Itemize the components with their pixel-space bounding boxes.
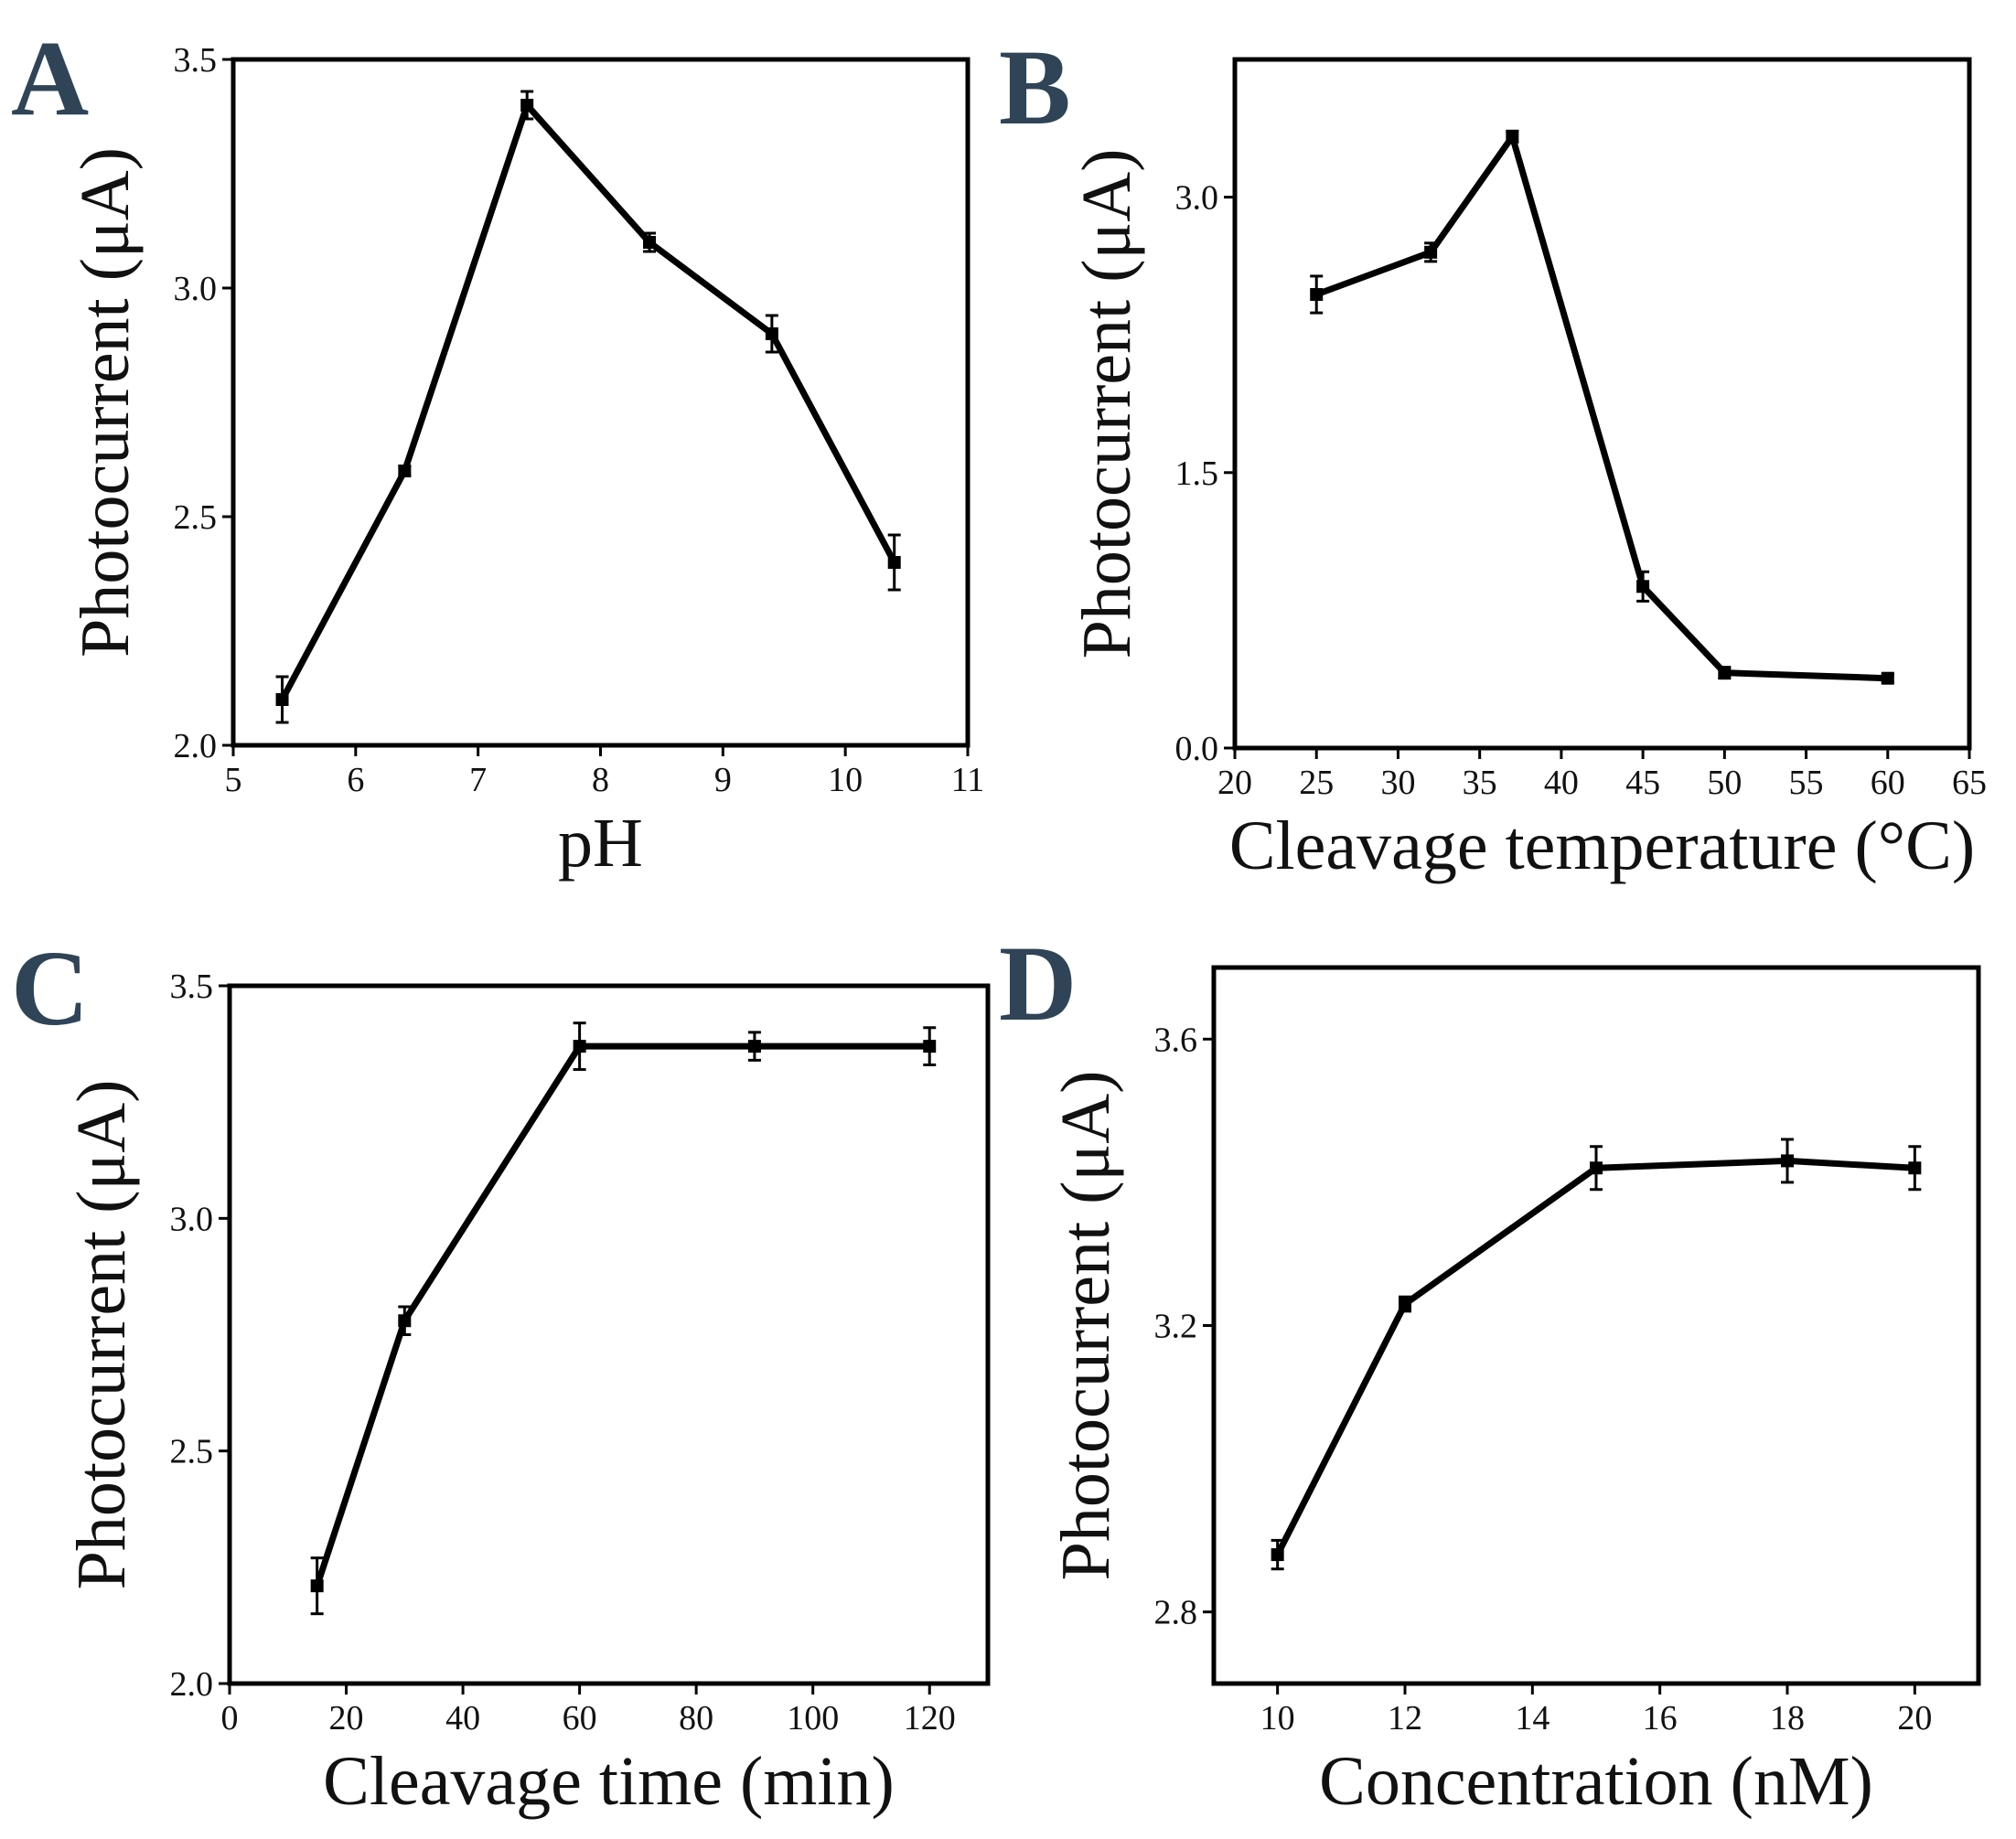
y-axis-title: Photocurrent (μA) xyxy=(1047,1071,1124,1581)
data-point xyxy=(1590,1161,1603,1175)
data-point xyxy=(1271,1548,1284,1562)
x-tick-label: 40 xyxy=(1544,764,1579,802)
data-point xyxy=(1881,671,1894,685)
x-tick-label: 18 xyxy=(1770,1699,1805,1737)
y-tick-label: 2.5 xyxy=(170,1433,214,1471)
y-tick-label: 2.5 xyxy=(174,498,218,537)
data-point xyxy=(1399,1298,1411,1311)
y-tick-label: 2.0 xyxy=(170,1665,214,1704)
data-point xyxy=(398,465,412,477)
x-tick-label: 35 xyxy=(1463,764,1497,802)
plot-frame xyxy=(227,983,991,1686)
panel-letter: B xyxy=(999,27,1071,147)
data-point xyxy=(520,99,534,112)
y-tick-label: 3.5 xyxy=(174,41,218,80)
y-tick-label: 3.6 xyxy=(1154,1021,1198,1059)
x-tick-label: 60 xyxy=(563,1699,597,1737)
y-tick-label: 3.0 xyxy=(174,270,218,308)
data-point xyxy=(573,1040,586,1053)
x-tick-label: 50 xyxy=(1707,764,1742,802)
x-tick-label: 20 xyxy=(1897,1699,1932,1737)
data-point xyxy=(923,1040,937,1053)
data-point xyxy=(1310,288,1324,302)
chart-panel-d: D 10 12 14 16 18 20 2.8 3.2 3.6 Concentration (nM)… xyxy=(999,924,1981,1820)
x-tick-label: 11 xyxy=(951,761,985,799)
data-point xyxy=(1506,130,1519,144)
y-tick-label: 3.0 xyxy=(170,1200,214,1238)
y-tick-label: 0.0 xyxy=(1175,730,1219,768)
y-axis-title: Photocurrent (μA) xyxy=(67,147,144,658)
x-tick-label: 120 xyxy=(904,1699,956,1737)
data-point xyxy=(765,327,778,340)
x-tick-label: 25 xyxy=(1299,764,1334,802)
x-axis-title: Concentration (nM) xyxy=(1319,1743,1873,1820)
y-tick-label: 3.2 xyxy=(1154,1308,1198,1346)
data-point xyxy=(310,1579,324,1593)
data-point xyxy=(1781,1154,1794,1168)
x-axis-title: Cleavage time (min) xyxy=(323,1743,895,1820)
panel-letter: D xyxy=(999,924,1077,1043)
chart-panel-c: C 0 20 40 60 80 100 120 2.0 2.5 3.0 3.5 Cleavage tim… xyxy=(11,928,991,1820)
x-tick-label: 6 xyxy=(347,761,364,799)
x-tick-label: 14 xyxy=(1515,1699,1550,1737)
data-point xyxy=(1908,1161,1922,1175)
y-tick-label: 2.0 xyxy=(174,727,218,765)
y-tick-label: 2.8 xyxy=(1154,1594,1198,1632)
x-tick-label: 5 xyxy=(225,761,242,799)
chart-panel-a: A 5 6 7 8 9 10 11 2.0 2.5 3.0 3.5 pH Photocurrent (μA… xyxy=(11,18,984,882)
x-tick-label: 10 xyxy=(1260,1699,1295,1737)
x-tick-label: 10 xyxy=(828,761,863,799)
series-line xyxy=(279,102,897,701)
x-axis-title: Cleavage temperature (°C) xyxy=(1229,807,1975,884)
x-tick-label: 16 xyxy=(1643,1699,1678,1737)
data-point xyxy=(1718,666,1732,679)
data-point xyxy=(747,1040,761,1053)
series-line xyxy=(1315,133,1888,682)
x-tick-label: 30 xyxy=(1380,764,1415,802)
panel-letter: A xyxy=(11,18,89,138)
y-tick-label: 1.5 xyxy=(1175,454,1219,493)
x-tick-label: 65 xyxy=(1952,764,1987,802)
x-tick-label: 60 xyxy=(1871,764,1905,802)
x-tick-label: 12 xyxy=(1388,1699,1422,1737)
x-tick-label: 0 xyxy=(221,1699,239,1737)
x-tick-label: 7 xyxy=(469,761,487,799)
data-point xyxy=(887,556,901,569)
x-tick-label: 55 xyxy=(1789,764,1824,802)
x-tick-label: 9 xyxy=(714,761,732,799)
x-tick-label: 45 xyxy=(1625,764,1660,802)
data-point xyxy=(275,693,289,706)
y-tick-label: 3.0 xyxy=(1175,179,1219,218)
y-axis-title: Photocurrent (μA) xyxy=(1068,149,1145,659)
data-point xyxy=(1636,580,1650,593)
data-point xyxy=(1424,245,1438,259)
panels: A 5 6 7 8 9 10 11 2.0 2.5 3.0 3.5 pH Photocurrent (μA… xyxy=(11,18,1987,1820)
x-tick-label: 20 xyxy=(1217,764,1252,802)
x-axis-title: pH xyxy=(558,805,643,882)
x-tick-label: 8 xyxy=(592,761,609,799)
y-tick-label: 3.5 xyxy=(170,968,214,1006)
x-tick-label: 40 xyxy=(445,1699,480,1737)
y-axis-title: Photocurrent (μA) xyxy=(63,1080,140,1590)
plot-frame xyxy=(1232,57,1972,751)
panel-letter: C xyxy=(11,928,89,1048)
data-point xyxy=(398,1314,412,1328)
chart-panel-b: B 20 25 30 35 40 45 50 55 60 65 0.0 1.5 3.0 Cleavage t… xyxy=(999,27,1987,884)
data-point xyxy=(643,236,657,249)
x-tick-label: 80 xyxy=(679,1699,713,1737)
x-tick-label: 100 xyxy=(787,1699,839,1737)
x-tick-label: 20 xyxy=(329,1699,364,1737)
